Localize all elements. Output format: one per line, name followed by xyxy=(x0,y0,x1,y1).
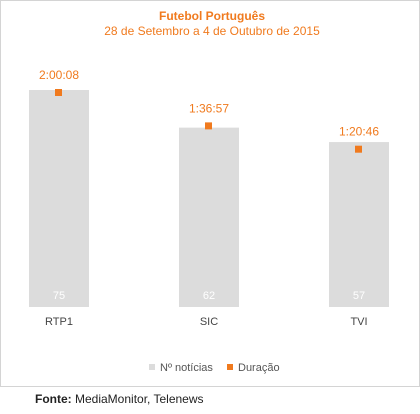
category-label: SIC xyxy=(200,316,218,328)
bar xyxy=(329,142,389,307)
bar xyxy=(179,127,239,307)
chart-title: Futebol Português xyxy=(159,9,265,23)
chart-frame: Futebol Português 28 de Setembro a 4 de … xyxy=(0,0,420,387)
legend-swatch-bars xyxy=(149,364,155,370)
duration-marker xyxy=(355,145,362,153)
category-label: TVI xyxy=(350,316,367,328)
legend-label-bars[interactable]: Nº notícias xyxy=(160,362,213,374)
bar-value-label: 62 xyxy=(203,290,215,302)
bar xyxy=(29,90,89,307)
category-label: RTP1 xyxy=(45,316,73,328)
plot-area: 75 RTP1 2:00:08 62 SIC 1:36:57 57 TVI 1:20:46 xyxy=(29,68,389,328)
duration-marker xyxy=(205,122,212,130)
bar-value-label: 75 xyxy=(53,290,65,302)
bar-value-label: 57 xyxy=(353,290,365,302)
duration-marker xyxy=(55,89,62,96)
duration-label: 1:20:46 xyxy=(339,125,379,139)
legend: Nº notícias Duração xyxy=(149,362,280,374)
source-text: MediaMonitor, Telenews xyxy=(75,392,204,406)
legend-label-duration[interactable]: Duração xyxy=(238,362,280,374)
source-label: Fonte: xyxy=(35,392,72,406)
duration-label: 1:36:57 xyxy=(189,101,229,115)
chart-svg: Futebol Português 28 de Setembro a 4 de … xyxy=(29,9,389,374)
chart-subtitle: 28 de Setembro a 4 de Outubro de 2015 xyxy=(104,24,320,38)
source-note: Fonte: MediaMonitor, Telenews xyxy=(35,392,204,406)
legend-swatch-duration xyxy=(227,364,233,370)
duration-label: 2:00:08 xyxy=(39,68,79,82)
